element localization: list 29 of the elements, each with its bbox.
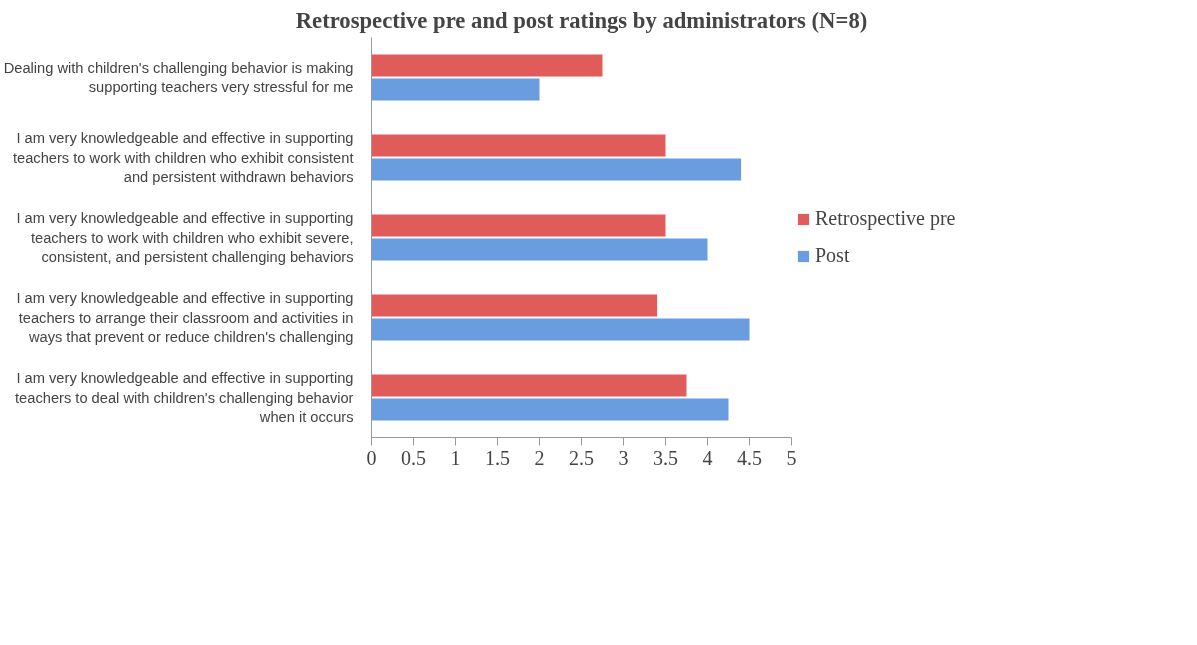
bar [371, 238, 708, 261]
bar [371, 158, 742, 181]
legend-label: Post [815, 244, 850, 267]
x-tick-label: 1 [450, 446, 461, 469]
x-tick-label: 3.5 [653, 446, 678, 469]
y-tick-label: Dealing with children's challenging behavior is making supporting teachers very stressful for me [3, 59, 354, 96]
bar [371, 54, 603, 77]
bar [371, 318, 750, 341]
x-tick-label: 0 [366, 446, 377, 469]
legend-label: Retrospective pre [815, 207, 956, 230]
x-tick-label: 3 [618, 446, 629, 469]
bar [371, 78, 540, 101]
x-tick-label: 5 [786, 446, 797, 469]
bar [371, 134, 666, 157]
y-tick-label: I am very knowledgeable and effective in supporting teachers to deal with children's challenging behavior when it occurs [15, 370, 354, 425]
y-tick-label: I am very knowledgeable and effective in supporting teachers to work with children who exhibit consistent and persistent withdrawn behaviors [12, 130, 354, 185]
x-tick-label: 0.5 [401, 446, 426, 469]
x-tick-label: 2.5 [569, 446, 594, 469]
bar [371, 214, 666, 237]
x-tick-label: 4 [702, 446, 713, 469]
bar [371, 294, 658, 317]
x-tick-label: 2 [534, 446, 545, 469]
bar [371, 398, 729, 421]
chart-title: Retrospective pre and post ratings by administrators (N=8) [295, 7, 868, 33]
x-tick-label: 1.5 [485, 446, 510, 469]
bar [371, 374, 687, 397]
y-tick-label: I am very knowledgeable and effective in supporting teachers to arrange their classroom and activities in ways that prevent or reduce children's challenging [16, 290, 354, 345]
y-tick-label: I am very knowledgeable and effective in supporting teachers to work with children who exhibit severe, consistent, and persistent challenging behaviors [16, 210, 354, 265]
x-tick-label: 4.5 [737, 446, 762, 469]
